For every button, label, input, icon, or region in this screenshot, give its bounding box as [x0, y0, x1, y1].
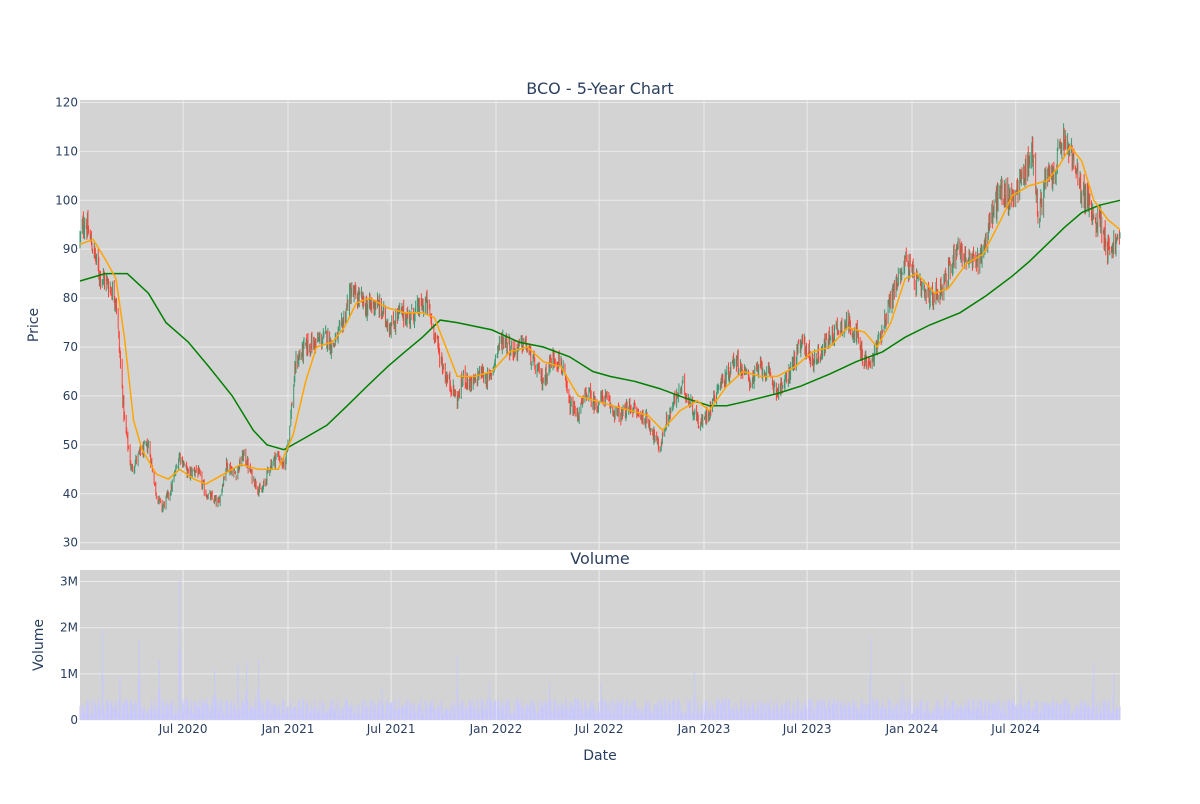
date-x-tick-label: Jul 2024 — [990, 722, 1040, 736]
date-x-tick-label: Jan 2023 — [677, 722, 731, 736]
volume-y-tick-label: 3M — [60, 575, 78, 589]
volume-y-tick-labels: 0 1M 2M 3M — [60, 575, 78, 727]
date-x-tick-label: Jan 2024 — [885, 722, 939, 736]
price-y-tick-label: 80 — [63, 291, 78, 305]
date-x-tick-label: Jul 2020 — [158, 722, 208, 736]
date-x-tick-label: Jan 2021 — [261, 722, 315, 736]
volume-chart-title: Volume — [570, 549, 630, 568]
price-axis-title: Price — [26, 308, 42, 342]
price-y-tick-label: 110 — [55, 144, 78, 158]
moving-average-short-line — [79, 145, 1121, 485]
volume-y-tick-label: 0 — [70, 713, 78, 727]
date-x-tick-label: Jul 2022 — [574, 722, 624, 736]
volume-panel: 0 1M 2M 3M Jul 2020 Jan 2021 Jul 2021 Jan 2022… — [31, 549, 1121, 764]
price-y-tick-label: 90 — [63, 242, 78, 256]
volume-y-tick-label: 1M — [60, 667, 78, 681]
price-plot-area — [80, 100, 1120, 550]
volume-y-tick-label: 2M — [60, 621, 78, 635]
volume-plot-area — [80, 570, 1120, 720]
price-y-tick-label: 50 — [63, 438, 78, 452]
price-y-tick-label: 120 — [55, 95, 78, 109]
date-x-tick-label: Jul 2021 — [366, 722, 416, 736]
price-y-tick-label: 60 — [63, 389, 78, 403]
price-y-tick-labels: 30 40 50 60 70 80 90 100 110 120 — [55, 95, 78, 549]
volume-bars — [79, 579, 1121, 720]
volume-x-tick-labels: Jul 2020 Jan 2021 Jul 2021 Jan 2022 Jul 2022… — [158, 722, 1040, 736]
price-y-tick-label: 40 — [63, 487, 78, 501]
volume-axis-title: Volume — [31, 619, 47, 671]
date-x-tick-label: Jul 2023 — [782, 722, 832, 736]
price-gridlines — [80, 100, 1120, 550]
price-y-tick-label: 30 — [63, 536, 78, 550]
price-y-tick-label: 100 — [55, 193, 78, 207]
moving-average-long-line — [79, 199, 1121, 451]
date-axis-title: Date — [583, 748, 616, 764]
volume-gridlines — [80, 570, 1120, 721]
price-panel: 30 40 50 60 70 80 90 100 110 120 BCO - 5-Year Cha… — [26, 79, 1121, 550]
price-chart-title: BCO - 5-Year Chart — [526, 79, 673, 98]
price-y-tick-label: 70 — [63, 340, 78, 354]
date-x-tick-label: Jan 2022 — [469, 722, 523, 736]
